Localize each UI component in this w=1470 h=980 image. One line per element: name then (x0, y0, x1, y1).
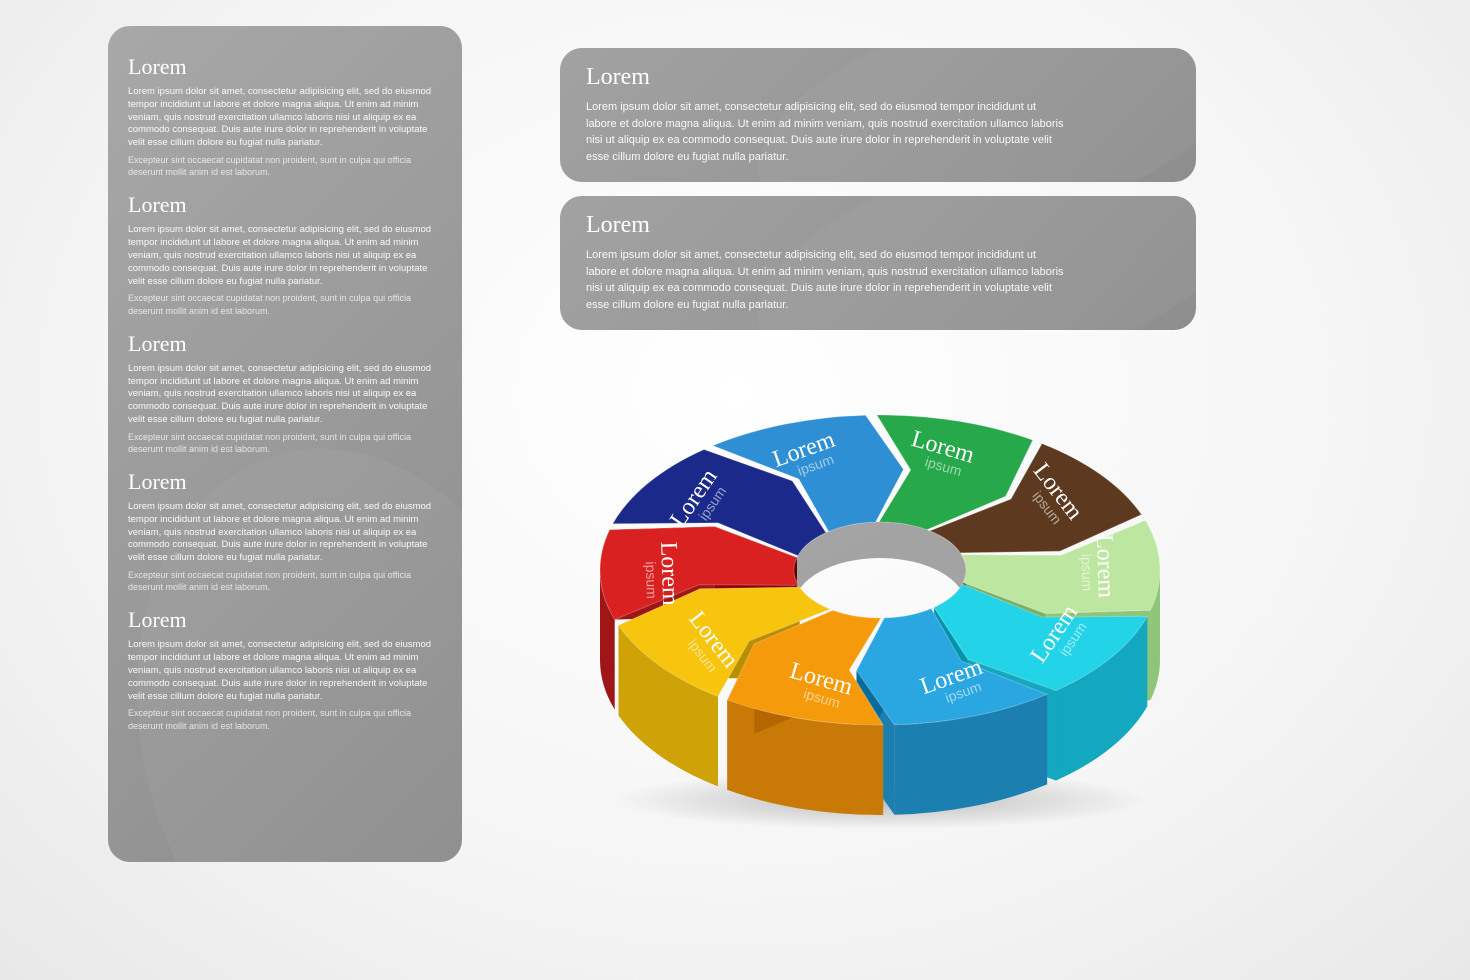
card-title: Lorem (586, 212, 1170, 239)
left-section-body: Lorem ipsum dolor sit amet, consectetur … (128, 86, 442, 150)
top-info-card-2: Lorem Lorem ipsum dolor sit amet, consec… (560, 196, 1196, 330)
svg-text:ipsum: ipsum (643, 561, 660, 599)
top-info-card-1: Lorem Lorem ipsum dolor sit amet, consec… (560, 48, 1196, 182)
left-section-body: Lorem ipsum dolor sit amet, consectetur … (128, 363, 442, 427)
card-title: Lorem (586, 64, 1170, 91)
left-section-title: Lorem (128, 607, 442, 633)
left-section-body: Lorem ipsum dolor sit amet, consectetur … (128, 501, 442, 565)
left-section-body: Lorem ipsum dolor sit amet, consectetur … (128, 639, 442, 703)
donut-tops (600, 415, 1160, 725)
left-section-0: Lorem Lorem ipsum dolor sit amet, consec… (128, 54, 442, 178)
left-section-4: Lorem Lorem ipsum dolor sit amet, consec… (128, 607, 442, 731)
left-section-title: Lorem (128, 192, 442, 218)
left-section-body: Lorem ipsum dolor sit amet, consectetur … (128, 224, 442, 288)
donut-svg: LoremipsumLoremipsumLoremipsumLoremipsum… (560, 340, 1200, 860)
left-section-3: Lorem Lorem ipsum dolor sit amet, consec… (128, 469, 442, 593)
left-section-sub: Excepteur sint occaecat cupidatat non pr… (128, 154, 442, 178)
left-section-sub: Excepteur sint occaecat cupidatat non pr… (128, 292, 442, 316)
card-body: Lorem ipsum dolor sit amet, consectetur … (586, 247, 1066, 313)
card-body: Lorem ipsum dolor sit amet, consectetur … (586, 99, 1066, 165)
svg-text:ipsum: ipsum (1078, 554, 1095, 592)
left-info-panel: Lorem Lorem ipsum dolor sit amet, consec… (108, 26, 462, 862)
left-section-title: Lorem (128, 469, 442, 495)
left-section-1: Lorem Lorem ipsum dolor sit amet, consec… (128, 192, 442, 316)
left-section-2: Lorem Lorem ipsum dolor sit amet, consec… (128, 331, 442, 455)
arrow-donut-chart: LoremipsumLoremipsumLoremipsumLoremipsum… (560, 340, 1200, 860)
left-section-title: Lorem (128, 331, 442, 357)
left-section-title: Lorem (128, 54, 442, 80)
left-section-sub: Excepteur sint occaecat cupidatat non pr… (128, 431, 442, 455)
left-section-sub: Excepteur sint occaecat cupidatat non pr… (128, 707, 442, 731)
left-section-sub: Excepteur sint occaecat cupidatat non pr… (128, 569, 442, 593)
segment-label: Loremipsum (1078, 534, 1119, 599)
